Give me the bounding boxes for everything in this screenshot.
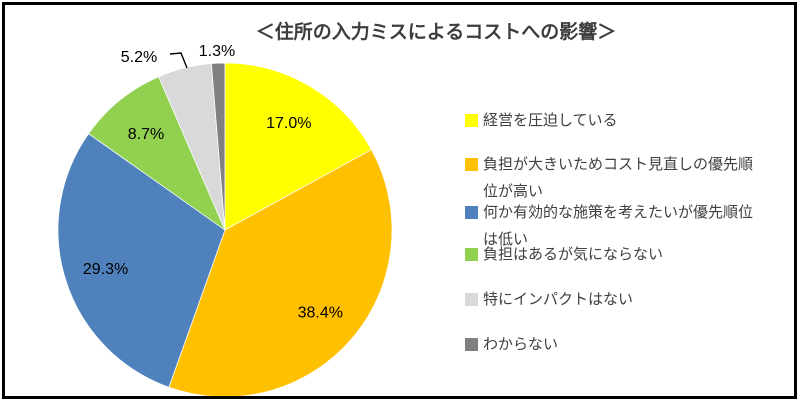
slice-data-label-4: 5.2% [121,49,157,66]
legend-swatch-icon [465,248,478,261]
slice-data-label-3: 8.7% [128,126,164,143]
legend-swatch-icon [465,293,478,306]
slice-data-label-1: 38.4% [298,304,343,321]
legend-swatch-icon [465,206,478,219]
chart-title: ＜住所の入力ミスによるコストへの影響＞ [255,22,617,43]
legend-label: 負担はあるが気にならない [483,246,664,263]
legend-item-0: 経営を圧迫している [465,107,618,134]
slice-data-label-0: 17.0% [266,115,311,132]
label-leader-line [169,52,188,69]
pie-slice-5 [210,62,226,231]
legend-item-1: 負担が大きいためコスト見直しの優先順 位が高い [465,151,753,205]
pie-slice-3 [88,76,226,232]
slice-data-label-5: 1.3% [199,43,235,60]
slice-data-label-2: 29.3% [83,261,128,278]
legend-item-5: わからない [465,331,558,358]
legend-item-4: 特にインパクトはない [465,286,633,313]
legend-label: 経営を圧迫している [483,112,618,129]
legend-label: 負担が大きいためコスト見直しの優先順 位が高い [483,156,754,200]
legend-label: 特にインパクトはない [483,291,634,308]
legend-swatch-icon [465,158,478,171]
pie-slice-2 [57,133,226,388]
legend-item-2: 何か有効的な施策を考えたいが優先順位 は低い [465,199,753,253]
legend-label: 何か有効的な施策を考えたいが優先順位 は低い [483,204,754,248]
legend-label: わからない [483,336,559,353]
legend-swatch-icon [465,114,478,127]
legend-item-3: 負担はあるが気にならない [465,241,663,268]
pie-slice-0 [224,62,372,231]
legend-swatch-icon [465,338,478,351]
